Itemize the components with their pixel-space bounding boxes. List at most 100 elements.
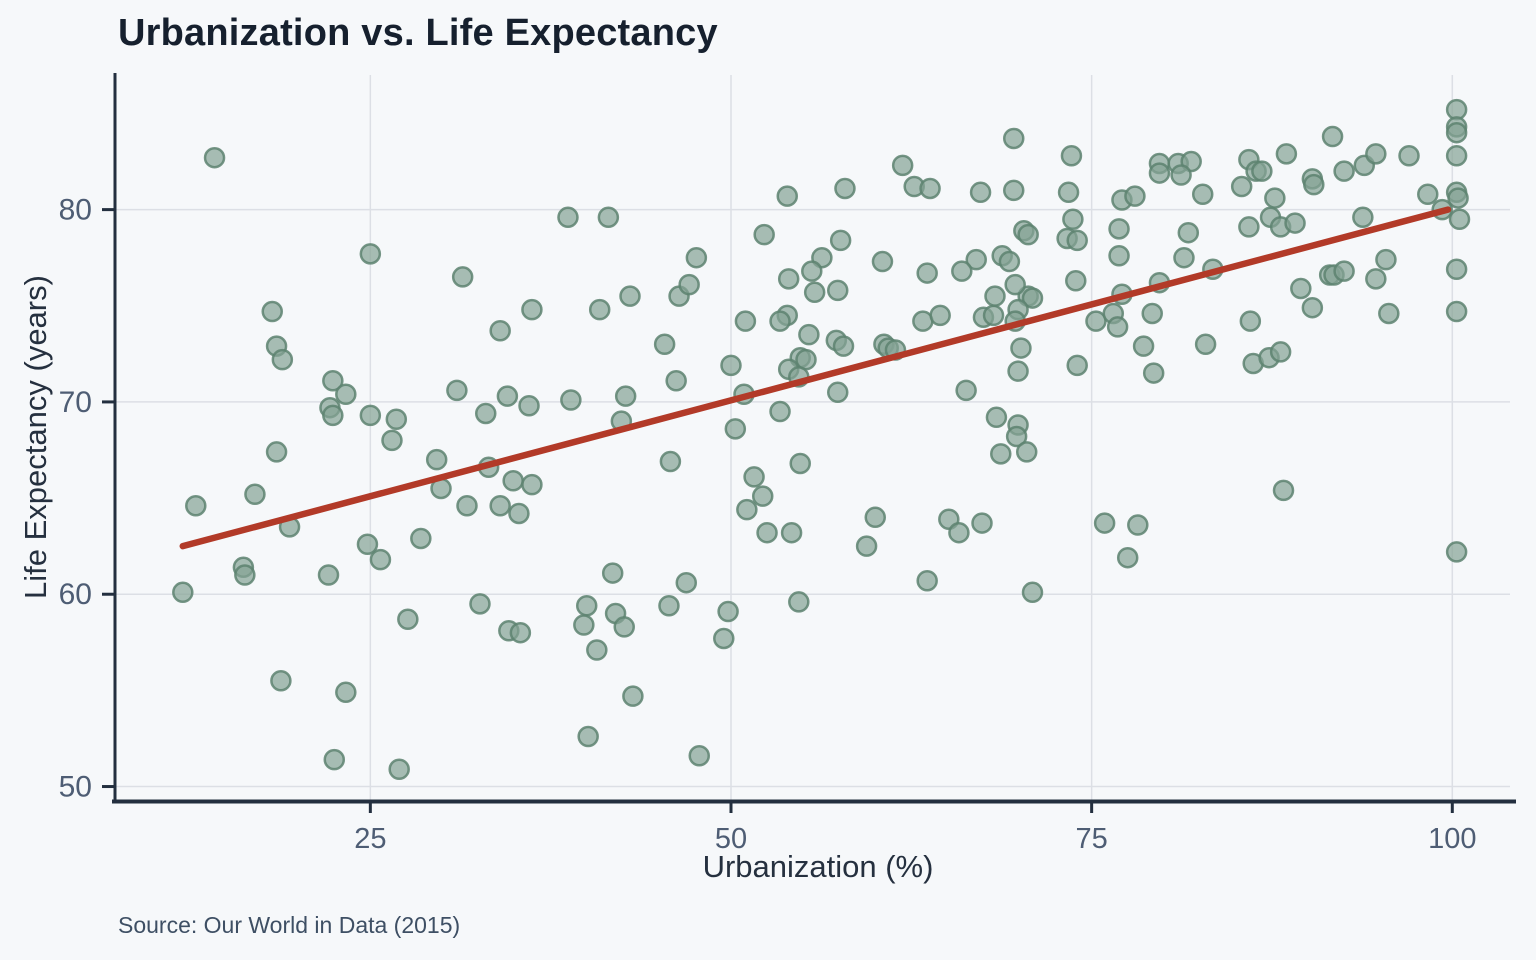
data-point xyxy=(1447,187,1469,209)
data-point xyxy=(717,600,739,623)
data-point xyxy=(322,404,344,427)
data-point xyxy=(1004,273,1026,296)
data-point xyxy=(335,383,357,405)
data-point xyxy=(969,181,992,204)
data-point xyxy=(1173,246,1195,269)
data-point xyxy=(588,298,611,321)
data-point xyxy=(1057,181,1080,204)
data-point xyxy=(769,400,791,423)
data-point xyxy=(653,333,676,355)
y-tick-label: 50 xyxy=(59,771,92,804)
data-point xyxy=(965,248,987,271)
data-point xyxy=(1002,179,1025,202)
data-point xyxy=(1445,145,1468,167)
data-point xyxy=(489,495,511,517)
data-point xyxy=(829,229,852,252)
data-point xyxy=(1142,362,1165,384)
data-point xyxy=(446,379,468,402)
data-point xyxy=(984,285,1006,307)
data-point xyxy=(658,595,680,617)
data-point xyxy=(955,379,977,402)
data-point xyxy=(864,506,887,529)
data-point xyxy=(560,389,582,411)
data-point xyxy=(1002,127,1025,150)
data-point xyxy=(948,521,970,544)
data-point xyxy=(271,348,294,371)
data-point xyxy=(489,320,511,342)
data-point xyxy=(678,273,700,296)
data-point xyxy=(1264,187,1286,209)
data-point xyxy=(1272,479,1295,502)
data-point xyxy=(1108,218,1130,240)
data-point xyxy=(834,177,856,200)
data-point xyxy=(614,385,637,407)
data-point xyxy=(1127,514,1149,536)
y-tick-label: 60 xyxy=(59,578,92,611)
data-point xyxy=(261,300,283,323)
data-point xyxy=(801,260,823,282)
data-point xyxy=(474,402,497,425)
data-point xyxy=(322,370,344,392)
data-point xyxy=(577,725,599,748)
data-point xyxy=(1333,260,1355,282)
data-point xyxy=(1148,162,1171,184)
data-point xyxy=(1445,258,1468,280)
y-tick-label: 80 xyxy=(59,194,92,227)
data-point xyxy=(798,323,820,346)
data-point xyxy=(1141,302,1163,325)
data-point xyxy=(1065,270,1087,292)
data-point xyxy=(1106,316,1129,338)
data-point xyxy=(1017,223,1039,246)
data-point xyxy=(586,639,608,661)
data-point xyxy=(1007,360,1029,382)
data-point xyxy=(597,206,620,229)
data-point xyxy=(521,298,543,321)
data-point xyxy=(359,243,382,265)
data-point xyxy=(1352,206,1374,229)
data-point xyxy=(803,281,826,304)
data-point xyxy=(1010,337,1032,359)
data-point xyxy=(826,279,849,302)
data-point xyxy=(508,502,530,525)
data-point xyxy=(855,535,878,557)
data-point xyxy=(1398,145,1420,167)
data-point xyxy=(496,385,519,407)
data-point xyxy=(1194,333,1217,355)
data-point xyxy=(622,685,644,707)
data-point xyxy=(753,223,775,246)
data-point xyxy=(736,498,758,521)
data-point xyxy=(751,485,774,507)
y-axis-title: Life Expectancy (years) xyxy=(18,275,53,599)
data-point xyxy=(185,495,207,517)
data-point xyxy=(769,310,791,332)
data-point xyxy=(756,521,778,544)
data-point xyxy=(1021,287,1044,309)
data-point xyxy=(425,448,448,471)
data-point xyxy=(1170,164,1192,186)
data-point xyxy=(575,595,598,617)
data-point xyxy=(1005,425,1028,448)
data-point xyxy=(1333,160,1355,182)
data-point xyxy=(1321,125,1344,148)
data-point xyxy=(1093,512,1116,534)
data-point xyxy=(1448,208,1471,230)
data-point xyxy=(1238,216,1260,238)
data-point xyxy=(619,285,641,307)
data-point xyxy=(1445,300,1468,323)
data-point xyxy=(776,185,799,207)
data-point xyxy=(1108,245,1130,267)
data-point xyxy=(1417,183,1439,205)
data-point xyxy=(381,429,403,452)
data-point xyxy=(659,450,682,473)
data-point xyxy=(1066,229,1088,252)
data-point xyxy=(789,452,811,475)
data-point xyxy=(410,527,432,550)
trend-line xyxy=(179,206,1452,550)
data-point xyxy=(518,395,540,417)
data-point xyxy=(788,591,810,613)
x-tick-label: 100 xyxy=(1428,823,1476,855)
source-note: Source: Our World in Data (2015) xyxy=(118,912,461,938)
data-point xyxy=(456,495,478,517)
data-point xyxy=(1284,212,1306,234)
x-tick-label: 25 xyxy=(354,823,386,855)
